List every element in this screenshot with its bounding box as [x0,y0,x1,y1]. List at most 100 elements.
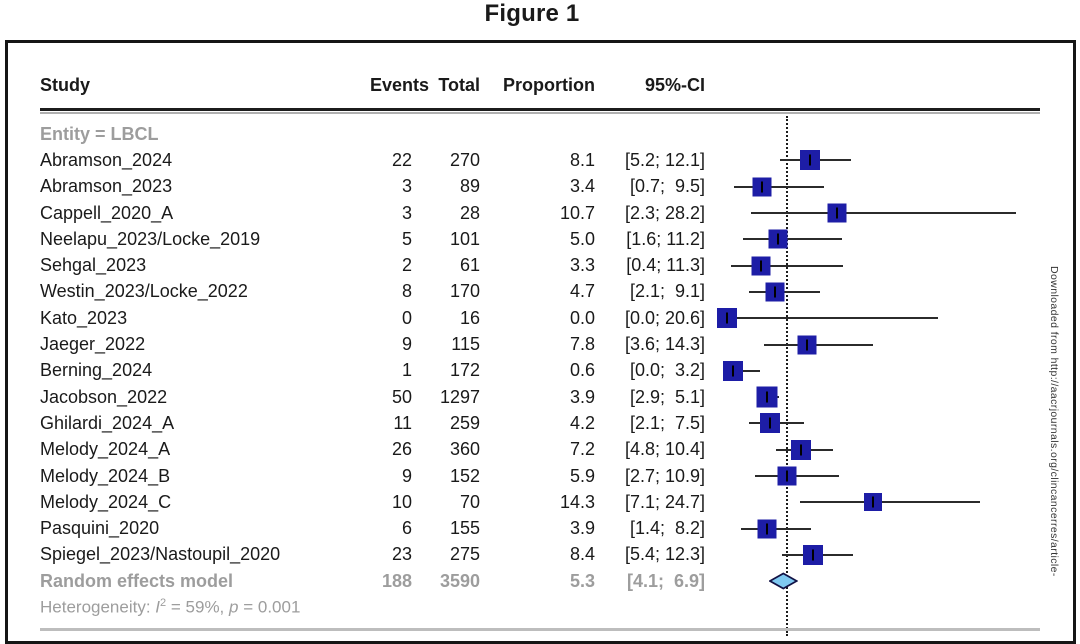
events-value: 9 [401,334,412,355]
point-estimate-tick [808,154,811,166]
events-value: 3 [401,176,412,197]
point-estimate-tick [765,523,768,535]
header-rule [40,108,1040,114]
plot-cell [727,542,1040,568]
study-label: Kato_2023 [40,307,128,328]
header-ci: 95%-CI [644,74,705,95]
total-value: 89 [459,176,480,197]
plot-cell [727,174,1040,200]
ci-value: [5.2; 12.1] [624,149,705,170]
study-label: Melody_2024_A [40,439,171,460]
forest-row: Melody_2024_A 26 360 7.2 [4.8; 10.4] [40,437,1040,463]
forest-row: Sehgal_2023 2 61 3.3 [0.4; 11.3] [40,252,1040,278]
study-label: Random effects model [40,570,234,591]
total-value: 275 [449,544,480,565]
events-value: 188 [381,570,412,591]
header-total: Total [438,74,480,95]
ci-line [731,264,843,267]
plot-cell [723,358,1040,384]
study-label: Melody_2024_C [40,491,172,512]
reference-dotted-line [785,116,788,636]
superscript-text: 2 [160,597,167,610]
total-value: 152 [449,465,480,486]
events-value: 22 [391,149,412,170]
forest-row: Westin_2023/Locke_2022 8 170 4.7 [2.1; 9.1] [40,279,1040,305]
forest-rows: Entity = LBCL Abramson_2024 22 270 8.1 [5.2; … [40,121,1040,621]
proportion-value: 0.6 [569,360,595,381]
ci-line [799,501,980,504]
plot-cell [727,384,1040,410]
point-estimate-tick [872,496,875,508]
point-estimate-tick [835,207,838,219]
table-header-row: Study Events Total Proportion 95%-CI [40,72,1040,98]
proportion-value: 14.3 [559,491,595,512]
total-value: 70 [459,491,480,512]
point-estimate-tick [759,260,762,272]
ci-value: [4.8; 10.4] [624,439,705,460]
forest-row: Entity = LBCL [40,121,1040,147]
header-events: Events [370,74,430,95]
proportion-value: 5.9 [569,465,595,486]
plot-cell [727,515,1040,541]
study-label: Abramson_2023 [40,176,173,197]
proportion-value: 5.3 [569,570,595,591]
proportion-value: 3.4 [569,176,595,197]
events-value: 6 [401,518,412,539]
forest-row: Cappell_2020_A 3 28 10.7 [2.3; 28.2] [40,200,1040,226]
plot-cell [727,331,1040,357]
ci-value: [3.6; 14.3] [624,334,705,355]
plot-cell [727,463,1040,489]
ci-value: [2.7; 10.9] [624,465,705,486]
study-label: Cappell_2020_A [40,202,174,223]
events-value: 2 [401,255,412,276]
ci-value: [1.6; 11.2] [626,228,705,249]
events-value: 23 [391,544,412,565]
point-estimate-tick [774,286,777,298]
total-value: 1297 [439,386,480,407]
ci-value: [0.4; 11.3] [626,255,705,276]
ci-value: [2.9; 5.1] [629,386,705,407]
ci-value: [7.1; 24.7] [624,491,705,512]
plain-text: = 59%, [166,597,230,617]
forest-row: Abramson_2023 3 89 3.4 [0.7; 9.5] [40,174,1040,200]
proportion-value: 8.1 [569,149,595,170]
ci-value: [1.4; 8.2] [629,518,705,539]
forest-row: Heterogeneity: I2 = 59%, p = 0.001 [40,594,1040,620]
total-value: 115 [451,334,480,355]
point-estimate-tick [732,365,735,377]
events-value: 3 [401,202,412,223]
total-value: 170 [449,281,480,302]
study-label: Melody_2024_B [40,465,171,486]
study-label: Pasquini_2020 [40,518,160,539]
heterogeneity-text: Heterogeneity: I2 = 59%, p = 0.001 [40,597,300,618]
events-value: 0 [401,307,412,328]
forest-row: Kato_2023 0 16 0.0 [0.0; 20.6] [40,305,1040,331]
forest-row: Berning_2024 1 172 0.6 [0.0; 3.2] [40,358,1040,384]
bottom-rule [40,628,1040,631]
figure-frame [5,40,1076,644]
study-label: Ghilardi_2024_A [40,412,175,433]
events-value: 1 [401,360,412,381]
header-proportion: Proportion [503,74,595,95]
proportion-value: 0.0 [569,307,595,328]
forest-row: Jacobson_2022 50 1297 3.9 [2.9; 5.1] [40,384,1040,410]
subgroup-label: Entity = LBCL [40,123,159,144]
proportion-value: 4.2 [569,412,595,433]
study-label: Berning_2024 [40,360,153,381]
point-estimate-tick [799,444,802,456]
italic-text: I [155,597,161,617]
ci-value: [2.3; 28.2] [624,202,705,223]
forest-row: Melody_2024_B 9 152 5.9 [2.7; 10.9] [40,463,1040,489]
plot-cell [727,147,1040,173]
proportion-value: 3.9 [569,518,595,539]
forest-row: Melody_2024_C 10 70 14.3 [7.1; 24.7] [40,489,1040,515]
study-label: Jaeger_2022 [40,334,146,355]
ci-line [763,343,874,346]
proportion-value: 3.9 [569,386,595,407]
plot-cell [727,226,1040,252]
italic-text: p [229,597,239,617]
events-value: 26 [391,439,412,460]
events-value: 11 [393,412,412,433]
figure-title: Figure 1 [484,0,580,27]
events-value: 8 [401,281,412,302]
